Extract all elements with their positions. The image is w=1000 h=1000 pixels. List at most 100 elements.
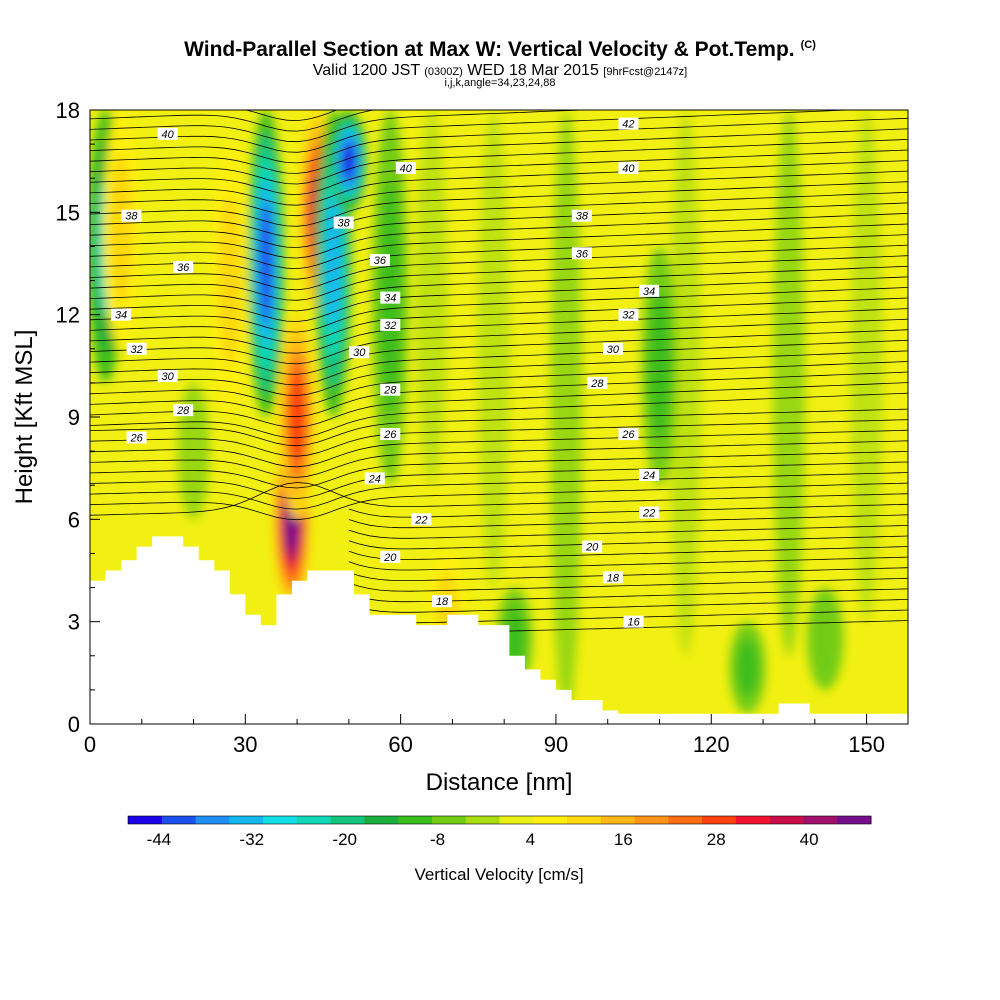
contour-label: 34: [380, 291, 401, 305]
contour-label: 24: [364, 472, 385, 485]
colorbar-tick-label: -32: [240, 830, 265, 849]
contour-label: 38: [333, 216, 354, 230]
isentrope: [90, 440, 908, 478]
svg-text:28: 28: [590, 378, 604, 390]
isentrope: [90, 110, 593, 143]
contour-label: 40: [157, 127, 178, 141]
isentrope: [90, 297, 908, 344]
svg-text:34: 34: [115, 310, 127, 322]
isentrope: [90, 202, 908, 248]
isentrope: [90, 361, 908, 407]
colorbar-swatch: [803, 816, 838, 824]
isentrope: [90, 419, 908, 457]
svg-text:28: 28: [383, 385, 397, 397]
colorbar-swatch: [702, 816, 737, 824]
colorbar-label: Vertical Velocity [cm/s]: [414, 865, 583, 884]
isentrope: [348, 514, 908, 529]
colorbar-swatch: [128, 816, 163, 824]
isentrope: [90, 149, 908, 196]
svg-text:18: 18: [607, 572, 620, 584]
contour-label: 30: [157, 370, 178, 383]
colorbar-swatch: [499, 816, 534, 824]
svg-text:20: 20: [585, 542, 599, 554]
svg-text:24: 24: [368, 473, 381, 485]
contour-label: 24: [639, 468, 660, 482]
isentrope: [90, 408, 908, 447]
colorbar-tick-label: 16: [614, 830, 633, 849]
isentrope: [90, 191, 908, 238]
svg-text:30: 30: [162, 371, 175, 383]
svg-text:26: 26: [129, 432, 143, 444]
y-axis-label: Height [Kft MSL]: [11, 330, 38, 505]
contour-label: 18: [602, 571, 623, 584]
svg-text:20: 20: [383, 552, 397, 564]
svg-text:22: 22: [642, 508, 655, 520]
isentrope: [90, 139, 908, 185]
isentrope: [348, 577, 908, 592]
y-tick-label: 6: [68, 507, 80, 532]
colorbar-swatch: [634, 816, 669, 824]
x-tick-label: 30: [233, 732, 257, 757]
svg-text:30: 30: [607, 344, 620, 356]
colorbar-swatch: [533, 816, 568, 824]
contour-label: 26: [126, 431, 147, 444]
updraft-core: [218, 195, 242, 366]
isentrope: [90, 234, 908, 280]
copyright-mark: (C): [800, 39, 816, 51]
isentrope: [90, 472, 908, 510]
svg-text:32: 32: [130, 344, 142, 356]
isentrope: [286, 110, 301, 111]
contour-label: 32: [618, 308, 639, 322]
isentrope: [348, 535, 908, 550]
x-tick-label: 60: [388, 732, 412, 757]
colorbar-swatch: [364, 816, 399, 824]
isentrope: [90, 244, 908, 291]
colorbar-tick-label: -8: [430, 830, 445, 849]
svg-text:36: 36: [374, 255, 387, 267]
isentrope: [90, 110, 377, 132]
velocity-band: [850, 110, 883, 622]
velocity-band: [772, 110, 805, 656]
y-tick-label: 12: [56, 303, 80, 328]
colorbar-swatch: [296, 816, 332, 824]
colorbar-tick-label: 40: [800, 830, 819, 849]
isentrope: [90, 255, 908, 301]
colorbar-swatch: [195, 816, 230, 824]
colorbar-tick-label: 4: [526, 830, 535, 849]
isentrope: [90, 265, 908, 312]
contour-label: 22: [411, 513, 432, 526]
isentrope: [90, 213, 908, 259]
isentrope: [348, 503, 908, 518]
contour-label: 22: [639, 506, 660, 520]
x-tick-label: 0: [84, 732, 96, 757]
svg-text:18: 18: [436, 596, 449, 608]
isentrope: [90, 482, 908, 521]
contour-label: 36: [173, 260, 194, 274]
colorbar-swatch: [161, 816, 197, 824]
contour-label: 18: [432, 595, 453, 608]
pot-temp-contours: [90, 110, 908, 634]
isentrope: [348, 556, 908, 571]
contour-label: 32: [126, 342, 147, 356]
svg-text:36: 36: [177, 262, 190, 274]
svg-text:40: 40: [400, 163, 413, 175]
x-axis-label: Distance [nm]: [426, 769, 573, 796]
title-main: Wind-Parallel Section at Max W: Vertical…: [184, 38, 795, 61]
contour-label: 26: [380, 428, 401, 441]
isentrope: [90, 339, 908, 386]
isentrope: [348, 599, 908, 613]
contour-label: 34: [639, 284, 660, 298]
contour-labels: 40 40 40 42 38 38 38 36 36 36 34 34 34 32 32 32 30 30 30 28…: [111, 117, 660, 629]
velocity-band: [177, 382, 210, 520]
colorbar-swatch: [769, 816, 804, 824]
chart-title: Wind-Parallel Section at Max W: Vertical…: [0, 38, 1000, 62]
isentrope: [90, 318, 908, 365]
colorbar: -44 -32 -20 -8 4 16 28 40: [127, 815, 872, 849]
colorbar-tick-label: -44: [147, 830, 172, 849]
isentrope: [90, 482, 908, 516]
y-tick-label: 3: [68, 610, 80, 635]
colorbar-tick-label: -20: [332, 830, 357, 849]
grid-indices: i,j,k,angle=34,23,24,88: [444, 77, 556, 89]
y-tick-label: 9: [68, 405, 80, 430]
colorbar-swatch: [465, 816, 500, 824]
